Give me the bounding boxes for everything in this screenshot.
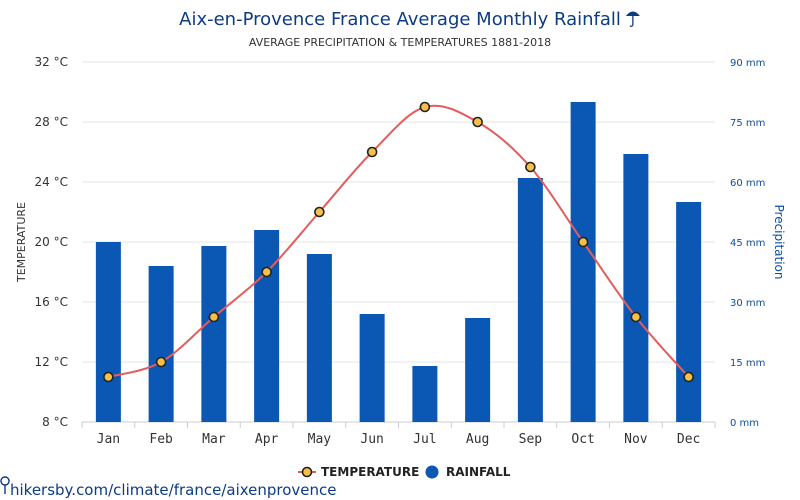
rainfall-bars (95, 102, 702, 422)
chart-title: Aix-en-Provence France Average Monthly R… (179, 9, 621, 30)
rainfall-bar[interactable] (517, 178, 543, 422)
chart-subtitle: AVERAGE PRECIPITATION & TEMPERATURES 188… (249, 36, 551, 49)
umbrella-handle (629, 16, 634, 27)
right-axis-ticks: 0 mm 15 mm 30 mm 45 mm 60 mm 75 mm 90 mm (730, 58, 765, 429)
left-tick-label: 32 °C (35, 55, 68, 69)
rainfall-bar[interactable] (148, 266, 174, 422)
temperature-point[interactable] (314, 206, 325, 218)
x-tick-label: Jan (97, 432, 120, 447)
temperature-line (103, 101, 694, 383)
temperature-point[interactable] (261, 266, 272, 278)
temperature-point[interactable] (577, 236, 589, 248)
legend: TEMPERATURE RAINFALL (298, 465, 511, 479)
map-pin-icon (0, 476, 10, 494)
umbrella-rain-icon (625, 11, 640, 27)
rainfall-bar[interactable] (412, 366, 438, 422)
x-tick-label: Sep (519, 432, 543, 447)
x-tick-label: Nov (624, 432, 648, 447)
left-tick-label: 16 °C (35, 295, 68, 309)
x-tick-label: Mar (202, 432, 226, 447)
x-tick-label: Jul (413, 432, 436, 447)
source-link[interactable]: hikersby.com/climate/france/aixenprovenc… (0, 476, 337, 499)
legend-label-rainfall: RAINFALL (446, 465, 511, 479)
x-axis-ticks: Jan Feb Mar Apr May Jun Jul Aug Sep Oct Nov Dec (81, 422, 716, 447)
right-tick-label: 75 mm (730, 118, 765, 129)
rainfall-bar[interactable] (676, 202, 702, 422)
left-tick-label: 8 °C (42, 415, 68, 429)
temperature-point[interactable] (630, 311, 642, 323)
left-axis-ticks: 8 °C 12 °C 16 °C 20 °C 24 °C 28 °C 32 °C (35, 55, 68, 429)
legend-label-temperature: TEMPERATURE (321, 465, 419, 479)
rainfall-bar[interactable] (623, 154, 649, 422)
x-tick-label: Apr (255, 432, 279, 447)
temperature-point[interactable] (525, 161, 536, 173)
left-axis-label: TEMPERATURE (15, 202, 28, 283)
temperature-point[interactable] (103, 371, 114, 383)
x-tick-label: Feb (149, 432, 173, 447)
rainfall-bar[interactable] (359, 314, 385, 422)
x-tick-label: Dec (677, 432, 700, 447)
right-tick-label: 15 mm (730, 358, 765, 369)
legend-item-rainfall[interactable]: RAINFALL (425, 465, 511, 479)
x-tick-label: May (308, 432, 332, 447)
source-link-text: hikersby.com/climate/france/aixenprovenc… (10, 481, 337, 499)
rainfall-bar[interactable] (570, 102, 596, 422)
right-tick-label: 45 mm (730, 238, 765, 249)
rainfall-bar[interactable] (306, 254, 332, 422)
right-tick-label: 0 mm (730, 418, 759, 429)
right-tick-label: 30 mm (730, 298, 765, 309)
temperature-curve (108, 104, 690, 378)
temperature-point[interactable] (155, 356, 167, 368)
rainfall-bar[interactable] (254, 230, 280, 422)
temperature-point[interactable] (208, 311, 220, 323)
left-tick-label: 12 °C (35, 355, 68, 369)
right-axis-label: Precipitation (772, 204, 786, 279)
temperature-point[interactable] (683, 371, 694, 383)
left-tick-label: 24 °C (35, 175, 68, 189)
rainfall-bar[interactable] (201, 246, 227, 422)
temperature-point[interactable] (419, 101, 431, 113)
x-tick-label: Aug (466, 432, 489, 447)
legend-item-temperature[interactable]: TEMPERATURE (298, 465, 419, 479)
temperature-legend-dot (301, 466, 313, 478)
temperature-point[interactable] (472, 116, 483, 128)
x-tick-label: Oct (571, 432, 594, 447)
umbrella-canopy (625, 11, 640, 16)
right-tick-label: 60 mm (730, 178, 765, 189)
left-tick-label: 20 °C (35, 235, 68, 249)
left-tick-label: 28 °C (35, 115, 68, 129)
rainfall-bar[interactable] (465, 318, 491, 422)
chart-title-text: Aix-en-Provence France Average Monthly R… (179, 9, 621, 30)
right-tick-label: 90 mm (730, 58, 765, 69)
x-tick-label: Jun (360, 432, 383, 447)
rainfall-bar[interactable] (95, 242, 121, 422)
rainfall-legend-marker (425, 465, 439, 479)
map-pin-shape (0, 476, 10, 494)
temperature-point[interactable] (366, 146, 378, 158)
grid-lines (82, 61, 715, 423)
